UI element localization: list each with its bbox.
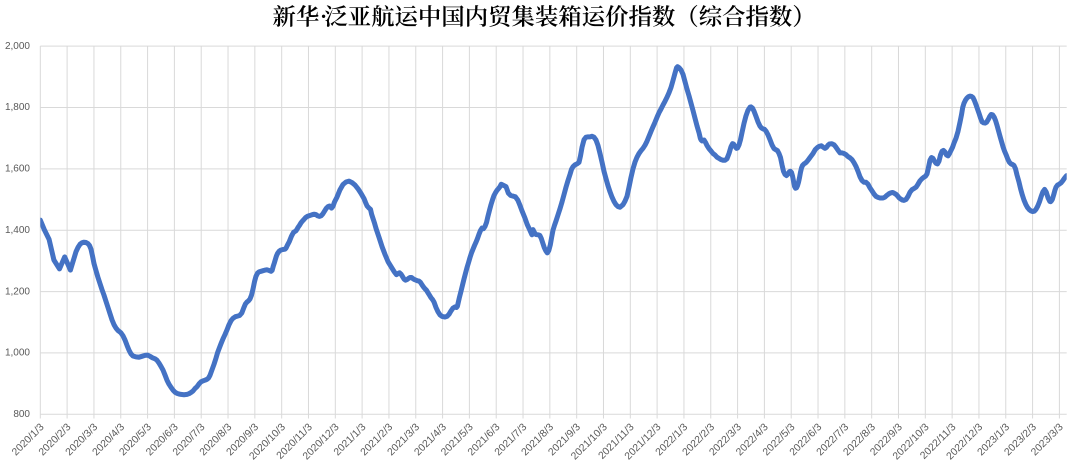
svg-text:800: 800 xyxy=(13,409,30,420)
svg-text:1,600: 1,600 xyxy=(5,164,30,175)
svg-text:1,400: 1,400 xyxy=(5,225,30,236)
svg-text:2,000: 2,000 xyxy=(5,41,30,52)
svg-text:1,000: 1,000 xyxy=(5,348,30,359)
svg-text:1,800: 1,800 xyxy=(5,102,30,113)
svg-text:1,200: 1,200 xyxy=(5,286,30,297)
